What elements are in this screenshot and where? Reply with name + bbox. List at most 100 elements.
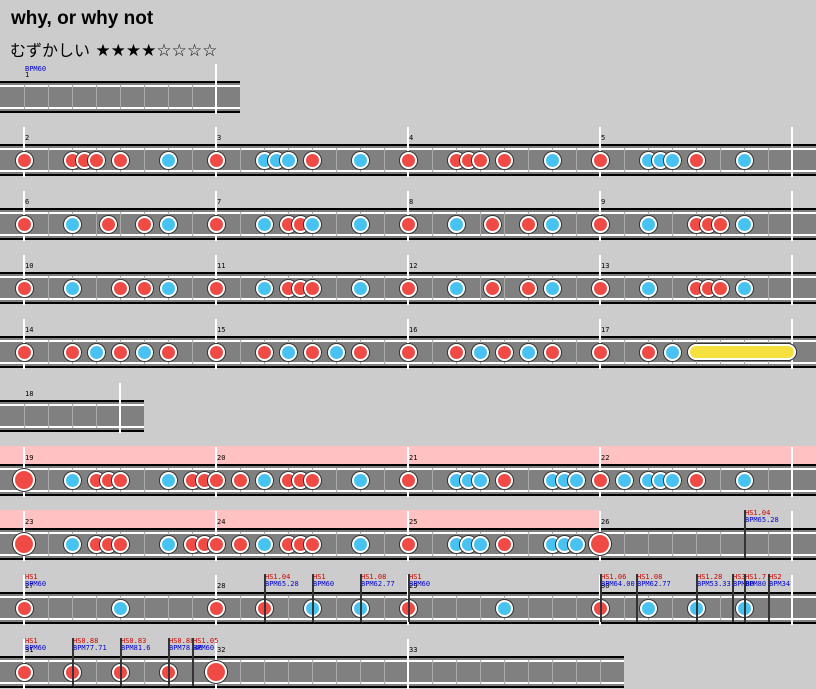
beat-gridline [240, 212, 241, 236]
ka-note [63, 535, 81, 553]
event-marker-line [264, 574, 266, 622]
don-note [205, 661, 227, 683]
ka-note [351, 215, 369, 233]
bpm-value: BPM62.77 [637, 580, 671, 588]
beat-gridline [144, 148, 145, 172]
speed-change-label: HS1 BPM60 [313, 574, 334, 588]
don-note [13, 533, 35, 555]
beat-gridline [240, 340, 241, 364]
ka-note [351, 151, 369, 169]
ka-note [159, 535, 177, 553]
ka-note [735, 215, 753, 233]
measure-number: 31 [25, 646, 34, 654]
beat-gridline [96, 276, 97, 300]
beat-gridline [600, 660, 601, 684]
measure-number: 2 [25, 134, 30, 142]
beat-gridline [240, 596, 241, 620]
difficulty-line: むずかしい ★★★★☆☆☆☆ [10, 37, 217, 61]
measure-number: 19 [25, 454, 34, 462]
beat-gridline [336, 596, 337, 620]
ka-note [471, 471, 489, 489]
don-note [303, 151, 321, 169]
ka-note [471, 343, 489, 361]
don-note [483, 215, 501, 233]
beat-gridline [288, 596, 289, 620]
bpm-value: BPM60 [25, 580, 47, 588]
measure-number: 18 [25, 390, 34, 398]
don-note [495, 151, 513, 169]
ka-note [543, 151, 561, 169]
ka-note [663, 151, 681, 169]
beat-gridline [48, 148, 49, 172]
bpm-value: BPM62.77 [361, 580, 395, 588]
ka-note [351, 471, 369, 489]
beat-gridline [552, 596, 553, 620]
ka-note [111, 599, 129, 617]
beat-gridline [528, 468, 529, 492]
beat-gridline [504, 276, 505, 300]
speed-change-label: HS1.08 BPM62.77 [361, 574, 395, 588]
bpm-value: BPM77.71 [73, 644, 107, 652]
hs-value: HS0.88 [73, 637, 99, 645]
event-marker-line [120, 638, 122, 686]
beat-gridline [456, 596, 457, 620]
beat-gridline [72, 85, 73, 109]
don-note [591, 343, 609, 361]
ka-note [543, 279, 561, 297]
beat-gridline [72, 404, 73, 428]
don-note [399, 471, 417, 489]
don-note [111, 535, 129, 553]
speed-change-label: HS2 BPM34 [769, 574, 790, 588]
measure-number: 21 [409, 454, 418, 462]
difficulty-stars: ★★★★☆☆☆☆ [95, 41, 218, 61]
beat-gridline [624, 340, 625, 364]
speed-change-label: HS1 BPM60 [409, 574, 430, 588]
ka-note [735, 279, 753, 297]
don-note [255, 343, 273, 361]
hs-value: HS2 [769, 573, 782, 581]
ka-note [735, 471, 753, 489]
don-note [591, 151, 609, 169]
don-note [15, 599, 33, 617]
speed-change-label: HS1.04 BPM65.28 [265, 574, 299, 588]
measure-number: 7 [217, 198, 222, 206]
hs-value: HS1.28 [697, 573, 723, 581]
beat-gridline [240, 276, 241, 300]
don-note [15, 343, 33, 361]
event-marker-line [744, 510, 746, 558]
beat-gridline [72, 596, 73, 620]
don-note [207, 471, 225, 489]
hs-value: HS1 [409, 573, 422, 581]
event-marker-line [696, 574, 698, 622]
measure-number: 14 [25, 326, 34, 334]
measure-barline [407, 639, 409, 689]
beat-gridline [96, 212, 97, 236]
ka-note [735, 151, 753, 169]
don-note [207, 215, 225, 233]
don-note [483, 279, 501, 297]
don-note [207, 151, 225, 169]
don-note [207, 535, 225, 553]
hs-value: HS1.05 [193, 637, 219, 645]
event-marker-line [168, 638, 170, 686]
ka-note [639, 279, 657, 297]
bpm-label: BPM60 [25, 65, 47, 73]
beat-gridline [312, 660, 313, 684]
beat-gridline [576, 276, 577, 300]
don-note [231, 471, 249, 489]
beat-gridline [144, 660, 145, 684]
beat-gridline [648, 532, 649, 556]
don-note [135, 279, 153, 297]
don-note [591, 471, 609, 489]
beat-gridline [96, 596, 97, 620]
ka-note [63, 279, 81, 297]
beat-gridline [576, 148, 577, 172]
don-note [399, 279, 417, 297]
hs-value: HS1.08 [361, 573, 387, 581]
measure-number: 5 [601, 134, 606, 142]
measure-number: 3 [217, 134, 222, 142]
bpm-value: BPM80 [745, 580, 767, 588]
beat-gridline [576, 340, 577, 364]
beat-gridline [144, 468, 145, 492]
beat-gridline [624, 148, 625, 172]
